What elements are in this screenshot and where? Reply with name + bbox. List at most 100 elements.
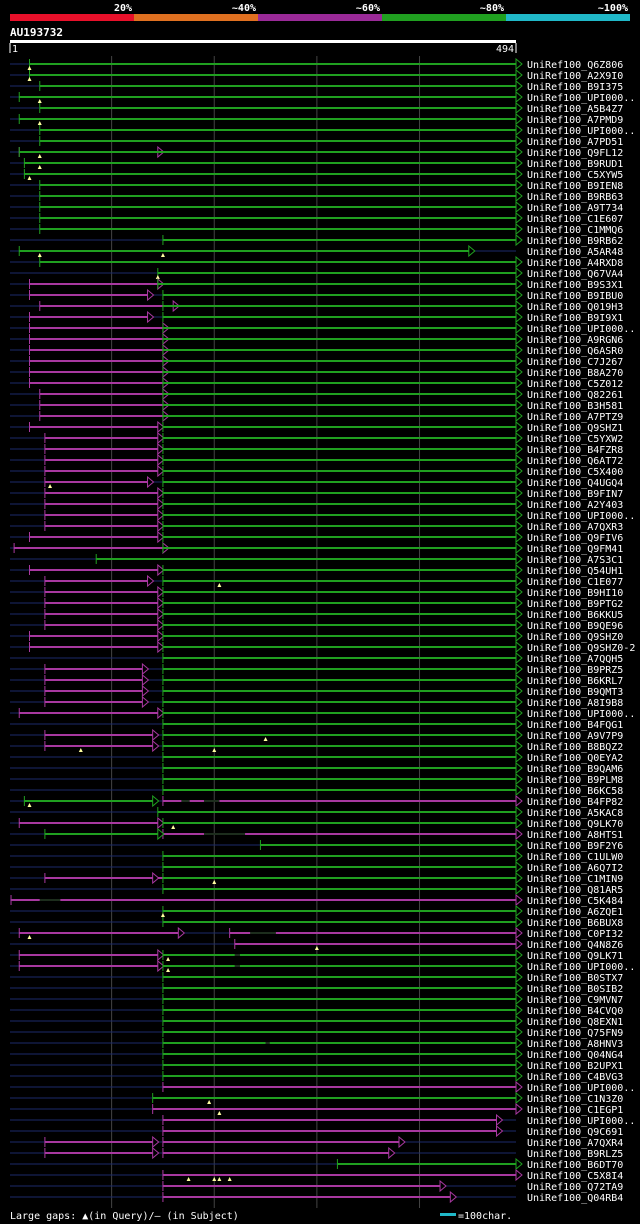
hit-end-arrow bbox=[515, 585, 523, 599]
hit-row: UniRef100_B9S3X1 bbox=[10, 277, 623, 291]
hit-end-arrow bbox=[515, 90, 523, 104]
hit-label: UniRef100_C5X8I4 bbox=[527, 1171, 623, 1182]
hit-end-arrow bbox=[515, 1047, 523, 1061]
hit-row: UniRef100_B9RB62 bbox=[10, 233, 623, 247]
hit-end-arrow bbox=[515, 431, 523, 445]
hit-label: UniRef100_Q9SHZ0 bbox=[527, 632, 623, 643]
hit-label: UniRef100_B9HI10 bbox=[527, 588, 623, 599]
query-gap-marker bbox=[263, 737, 268, 741]
hit-end-arrow bbox=[515, 1025, 523, 1039]
hit-label: UniRef100_B9IEN8 bbox=[527, 181, 623, 192]
hit-row: UniRef100_A2X9I0 bbox=[10, 68, 623, 82]
hit-row: UniRef100_Q72TA9 bbox=[10, 1179, 623, 1193]
hit-label: UniRef100_Q04NG4 bbox=[527, 1050, 623, 1061]
hit-end-arrow bbox=[515, 970, 523, 984]
hit-end-arrow bbox=[515, 211, 523, 225]
hit-label: UniRef100_B9PRZ5 bbox=[527, 665, 623, 676]
hit-end-arrow bbox=[515, 288, 523, 302]
hit-row: UniRef100_Q82261 bbox=[10, 387, 623, 401]
hit-end-arrow bbox=[515, 299, 523, 313]
hit-row: UniRef100_C5YXW2 bbox=[10, 431, 623, 445]
hit-row: UniRef100_A7QXR4 bbox=[10, 1135, 623, 1149]
hit-row: UniRef100_C0PI32 bbox=[10, 926, 623, 940]
hit-row: UniRef100_UPI000.. bbox=[10, 959, 635, 973]
hit-label: UniRef100_B9QMT3 bbox=[527, 687, 623, 698]
hit-end-arrow bbox=[515, 1036, 523, 1050]
hit-end-arrow bbox=[157, 442, 165, 456]
hit-label: UniRef100_B9RLZ5 bbox=[527, 1149, 623, 1160]
hit-row: UniRef100_Q9C691 bbox=[10, 1124, 623, 1138]
query-gap-marker bbox=[160, 913, 165, 917]
query-gap-marker bbox=[37, 253, 42, 257]
hit-label: UniRef100_A9V7P9 bbox=[527, 731, 623, 742]
query-gap-marker bbox=[160, 253, 165, 257]
hit-row: UniRef100_B4CVQ0 bbox=[10, 1003, 623, 1017]
query-gap-marker bbox=[166, 968, 171, 972]
legend-label-2: ~40% bbox=[232, 3, 256, 14]
query-gap-marker bbox=[27, 803, 32, 807]
query-bar bbox=[10, 40, 516, 43]
hit-label: UniRef100_UPI000.. bbox=[527, 511, 635, 522]
hit-row: UniRef100_A8I9B8 bbox=[10, 695, 623, 709]
hit-row: UniRef100_A8HNV3 bbox=[10, 1036, 623, 1050]
hit-label: UniRef100_B8A270 bbox=[527, 368, 623, 379]
hit-row: UniRef100_B9IEN8 bbox=[10, 178, 623, 192]
hit-label: UniRef100_B6KC58 bbox=[527, 786, 623, 797]
hit-label: UniRef100_Q6AT72 bbox=[527, 456, 623, 467]
hit-row: UniRef100_B9RUD1 bbox=[10, 156, 623, 170]
hit-end-arrow bbox=[515, 266, 523, 280]
hit-end-arrow bbox=[157, 959, 165, 973]
hit-end-arrow bbox=[515, 145, 523, 159]
hit-end-arrow bbox=[515, 277, 523, 291]
hit-end-arrow bbox=[515, 57, 523, 71]
hit-end-arrow bbox=[515, 882, 523, 896]
hit-label: UniRef100_A7QQH5 bbox=[527, 654, 623, 665]
hit-label: UniRef100_UPI000.. bbox=[527, 324, 635, 335]
hit-end-arrow bbox=[515, 189, 523, 203]
hit-end-arrow bbox=[152, 728, 160, 742]
hit-label: UniRef100_C5YXW2 bbox=[527, 434, 623, 445]
hit-label: UniRef100_A7PD51 bbox=[527, 137, 623, 148]
hit-end-arrow bbox=[515, 937, 523, 951]
hit-row: UniRef100_B9PRZ5 bbox=[10, 662, 623, 676]
hit-label: UniRef100_B9I375 bbox=[527, 82, 623, 93]
hit-label: UniRef100_B3H581 bbox=[527, 401, 623, 412]
hit-end-arrow bbox=[515, 365, 523, 379]
hit-end-arrow bbox=[515, 1168, 523, 1182]
hit-end-arrow bbox=[515, 1080, 523, 1094]
hit-end-arrow bbox=[515, 717, 523, 731]
hit-end-arrow bbox=[515, 101, 523, 115]
hit-end-arrow bbox=[515, 574, 523, 588]
hit-end-arrow bbox=[515, 926, 523, 940]
hit-end-arrow bbox=[515, 354, 523, 368]
query-gap-marker bbox=[227, 1177, 232, 1181]
hit-end-arrow bbox=[515, 486, 523, 500]
hit-end-arrow bbox=[398, 1135, 406, 1149]
legend-band-3 bbox=[258, 14, 382, 21]
hit-end-arrow bbox=[515, 1003, 523, 1017]
hit-label: UniRef100_B9S3X1 bbox=[527, 280, 623, 291]
hit-end-arrow bbox=[495, 1113, 504, 1127]
hit-end-arrow bbox=[515, 343, 523, 357]
hit-label: UniRef100_B9F2Y6 bbox=[527, 841, 623, 852]
hit-end-arrow bbox=[515, 706, 523, 720]
hit-label: UniRef100_B2UPX1 bbox=[527, 1061, 623, 1072]
hit-end-arrow bbox=[515, 79, 523, 93]
hit-end-arrow bbox=[515, 156, 523, 170]
hit-row: UniRef100_Q81AR5 bbox=[10, 882, 623, 896]
hit-label: UniRef100_C1ULW0 bbox=[527, 852, 623, 863]
legend-label-3: ~60% bbox=[356, 3, 380, 14]
scale-label: =100char. bbox=[458, 1211, 512, 1222]
hit-label: UniRef100_A6Q7I2 bbox=[527, 863, 623, 874]
hit-label: UniRef100_A8I9B8 bbox=[527, 698, 623, 709]
hit-end-arrow bbox=[147, 288, 155, 302]
hit-row: UniRef100_A5KAC8 bbox=[10, 805, 623, 819]
hit-end-arrow bbox=[515, 1091, 523, 1105]
hit-end-arrow bbox=[515, 640, 523, 654]
hit-end-arrow bbox=[515, 794, 523, 808]
hit-label: UniRef100_C1MIN9 bbox=[527, 874, 623, 885]
hit-end-arrow bbox=[515, 871, 523, 885]
query-gap-marker bbox=[217, 1177, 222, 1181]
hit-label: UniRef100_A7PTZ9 bbox=[527, 412, 623, 423]
hit-label: UniRef100_C4BVG3 bbox=[527, 1072, 623, 1083]
